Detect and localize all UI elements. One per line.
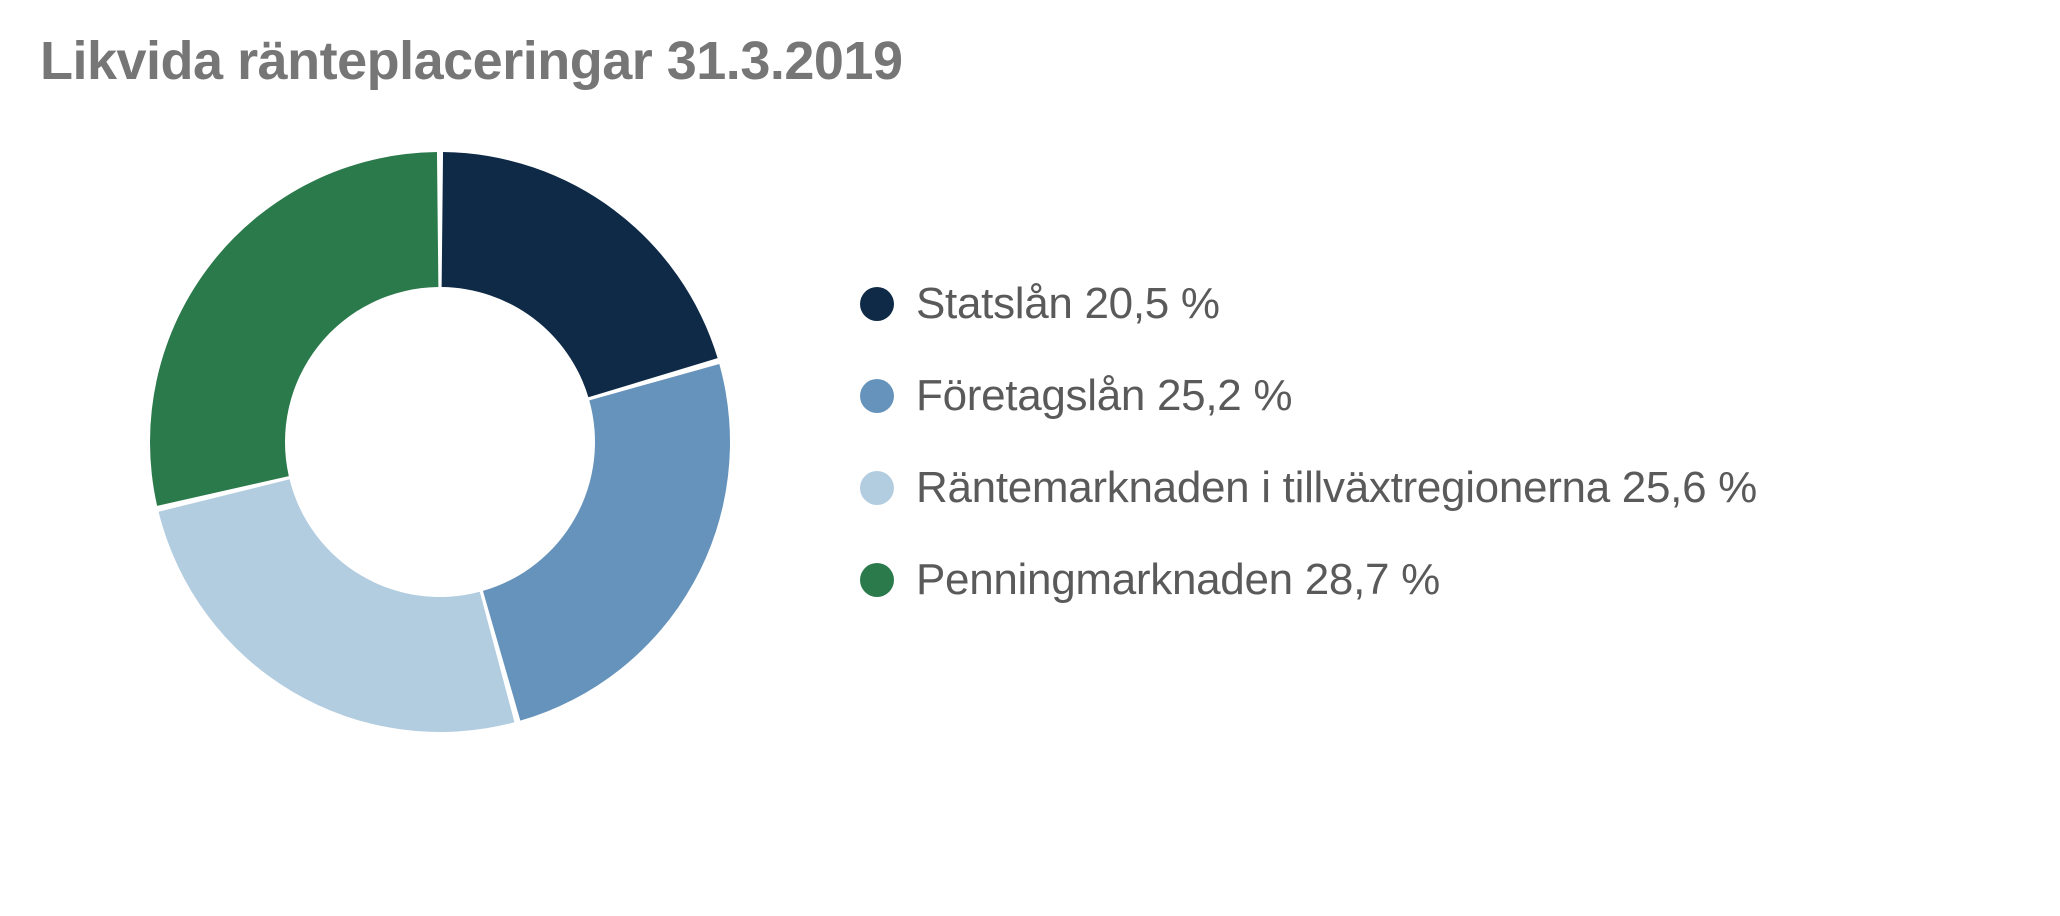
donut-slice bbox=[159, 479, 515, 732]
chart-title: Likvida ränteplaceringar 31.3.2019 bbox=[40, 30, 2020, 92]
donut-wrapper bbox=[140, 142, 740, 742]
legend-marker-icon bbox=[860, 379, 894, 413]
donut-slice bbox=[442, 152, 718, 397]
legend-item: Penningmarknaden 28,7 % bbox=[860, 555, 1757, 605]
legend-label: Statslån 20,5 % bbox=[916, 279, 1220, 329]
legend-marker-icon bbox=[860, 287, 894, 321]
donut-slice bbox=[150, 152, 438, 506]
legend-marker-icon bbox=[860, 563, 894, 597]
legend-item: Statslån 20,5 % bbox=[860, 279, 1757, 329]
legend-label: Räntemarknaden i tillväxtregionerna 25,6… bbox=[916, 463, 1757, 513]
chart-container: Statslån 20,5 % Företagslån 25,2 % Räntema… bbox=[40, 142, 2020, 742]
legend-label: Företagslån 25,2 % bbox=[916, 371, 1292, 421]
donut-slice bbox=[483, 364, 730, 721]
legend-label: Penningmarknaden 28,7 % bbox=[916, 555, 1440, 605]
legend-item: Räntemarknaden i tillväxtregionerna 25,6… bbox=[860, 463, 1757, 513]
legend-marker-icon bbox=[860, 471, 894, 505]
donut-chart bbox=[140, 142, 740, 742]
legend: Statslån 20,5 % Företagslån 25,2 % Räntema… bbox=[860, 279, 1757, 605]
legend-item: Företagslån 25,2 % bbox=[860, 371, 1757, 421]
